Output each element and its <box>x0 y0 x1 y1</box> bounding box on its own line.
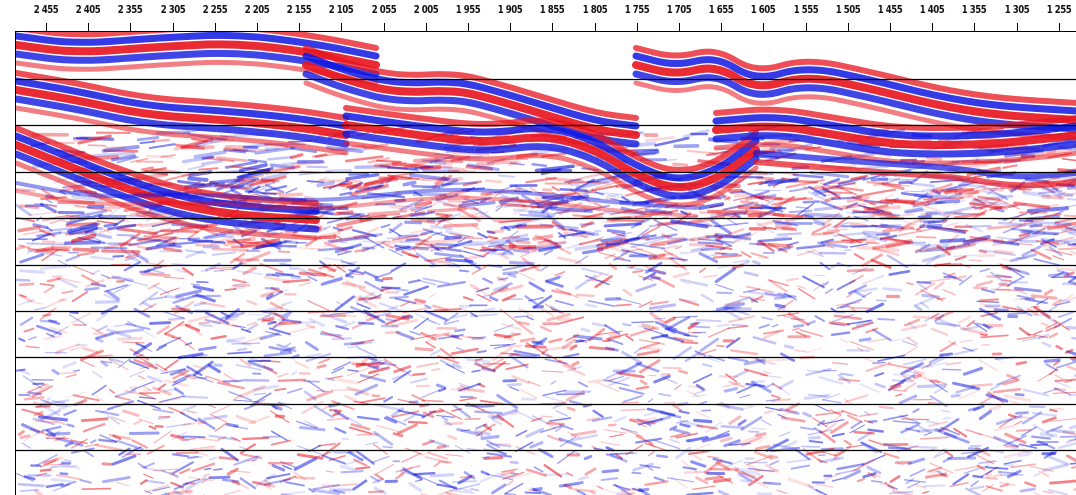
axis-tick-mark <box>595 23 596 31</box>
axis-tick-label: 1 355 <box>962 3 987 16</box>
axis-tick-mark <box>299 23 300 31</box>
axis-tick-mark <box>679 23 680 31</box>
reflector-event <box>16 189 698 218</box>
axis-tick-label: 2 005 <box>413 3 439 16</box>
seismic-section-panel[interactable] <box>15 31 1076 495</box>
reflector-event <box>342 112 760 182</box>
axis-tick-label: 1 705 <box>666 3 692 16</box>
reflector-event <box>16 132 320 215</box>
reflector-event <box>16 77 350 130</box>
reflector-event <box>303 45 639 121</box>
axis-tick-label: 1 255 <box>1046 3 1072 16</box>
reflector-event <box>632 61 1076 124</box>
reflector-event <box>16 141 320 224</box>
timing-lines <box>16 78 1076 452</box>
axis-tick-label: 1 555 <box>793 3 818 16</box>
axis-tick-mark <box>88 23 89 31</box>
seismic-reflectors <box>16 32 1076 241</box>
reflector-event <box>16 125 319 206</box>
seismic-amplitude-image <box>16 32 1076 495</box>
axis-tick-label: 2 405 <box>75 3 101 16</box>
axis-tick-label: 2 155 <box>286 3 312 16</box>
axis-tick-mark <box>257 23 258 31</box>
axis-tick-label: 1 405 <box>919 3 945 16</box>
axis-tick-mark <box>46 23 47 31</box>
reflector-event <box>632 52 1076 115</box>
axis-tick-label: 1 455 <box>877 3 903 16</box>
axis-tick-mark <box>932 23 933 31</box>
axis-tick-label: 1 505 <box>835 3 861 16</box>
axis-tick-mark <box>848 23 849 31</box>
reflector-event <box>16 95 350 148</box>
axis-tick-mark <box>763 23 764 31</box>
axis-tick-mark <box>173 23 174 31</box>
reflector-event <box>753 150 1076 180</box>
reflector-event <box>16 59 379 86</box>
axis-tick-label: 1 905 <box>497 3 523 16</box>
axis-tick-label: 1 305 <box>1004 3 1029 16</box>
reflector-event <box>23 32 379 51</box>
axis-tick-label: 2 305 <box>160 3 185 16</box>
reflector-event <box>342 130 760 200</box>
axis-tick-mark <box>341 23 342 31</box>
axis-tick-label: 2 205 <box>244 3 270 16</box>
reflector-event <box>16 32 380 60</box>
axis-tick-mark <box>510 23 511 31</box>
axis-tick-label: 1 605 <box>751 3 776 16</box>
reflector-event <box>16 150 320 233</box>
axis-tick-mark <box>637 23 638 31</box>
axis-tick-mark <box>468 23 469 31</box>
axis-tick-label: 1 805 <box>582 3 607 16</box>
reflector-event <box>16 105 349 156</box>
axis-tick-mark <box>130 23 131 31</box>
axis-tick-label: 1 855 <box>540 3 565 16</box>
reflector-event <box>343 140 759 208</box>
axis-tick-label: 2 105 <box>329 3 354 16</box>
axis-tick-mark <box>1059 23 1060 31</box>
reflector-event <box>633 45 1076 106</box>
axis-tick-mark <box>974 23 975 31</box>
axis-tick-mark <box>384 23 385 31</box>
reflector-event <box>16 86 350 139</box>
reflector-event <box>16 40 380 69</box>
axis-tick-mark <box>552 23 553 31</box>
axis-tick-mark <box>1017 23 1018 31</box>
axis-tick-mark <box>426 23 427 31</box>
reflector-event <box>632 70 1076 133</box>
axis-tick-label: 1 955 <box>455 3 481 16</box>
axis-tick-mark <box>806 23 807 31</box>
reflector-event <box>712 132 1076 158</box>
axis-tick-label: 2 055 <box>371 3 396 16</box>
axis-tick-mark <box>890 23 891 31</box>
reflector-event <box>712 122 1076 150</box>
axis-tick-label: 2 255 <box>202 3 228 16</box>
reflector-event <box>712 114 1076 140</box>
reflector-event <box>16 181 698 210</box>
axis-tick-mark <box>215 23 216 31</box>
reflector-event <box>302 52 640 130</box>
axis-tick-label: 2 355 <box>118 3 143 16</box>
axis-tick-mark <box>721 23 722 31</box>
axis-tick-label: 2 455 <box>33 3 59 16</box>
reflector-event <box>342 121 760 191</box>
reflector-event <box>713 142 1076 166</box>
axis-tick-label: 1 755 <box>624 3 650 16</box>
reflector-event <box>16 70 349 121</box>
reflector-event <box>16 49 380 78</box>
axis-tick-label: 1 655 <box>708 3 734 16</box>
trace-number-axis: 2 455 2 405 2 355 2 305 2 255 2 205 2 155 2 105… <box>0 0 1076 32</box>
